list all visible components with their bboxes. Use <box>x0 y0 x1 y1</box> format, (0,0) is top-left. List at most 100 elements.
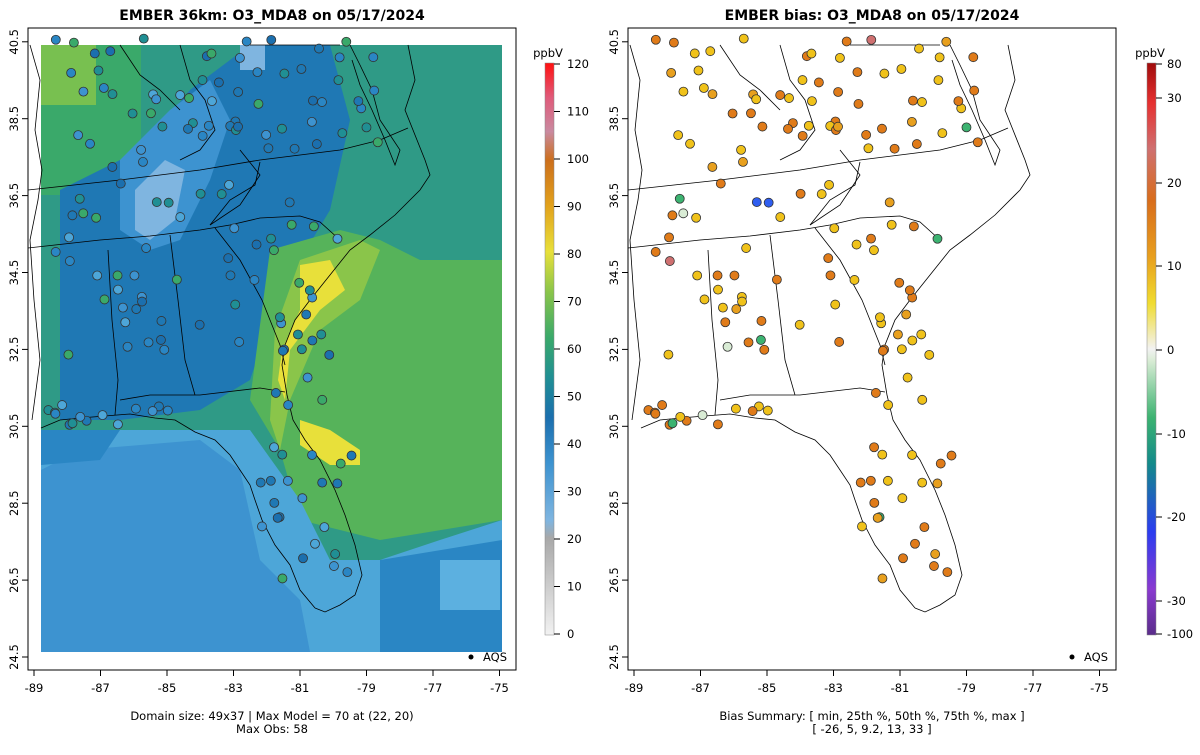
right-panel-title: EMBER bias: O3_MDA8 on 05/17/2024 <box>725 8 1020 24</box>
right-y-tick-label: 28.5 <box>607 490 621 516</box>
right-map-area <box>628 28 1116 670</box>
aqs-monitor-dot <box>131 304 142 314</box>
aqs-bias-dot <box>803 120 814 131</box>
aqs-monitor-dot <box>253 99 264 109</box>
aqs-monitor-dot <box>252 67 263 78</box>
aqs-bias-dot <box>907 450 917 460</box>
aqs-bias-dot <box>879 68 890 79</box>
aqs-monitor-dot <box>197 75 208 85</box>
right-x-tick-label: -83 <box>824 681 843 695</box>
aqs-bias-dot <box>869 497 880 508</box>
left-map-area <box>28 28 516 670</box>
aqs-monitor-dot <box>308 95 318 106</box>
aqs-bias-dot <box>872 512 883 523</box>
left-y-tick-label: 30.5 <box>7 413 21 439</box>
model-ozone-field <box>41 45 502 652</box>
aqs-bias-dot <box>697 410 708 421</box>
aqs-bias-dot <box>675 411 686 422</box>
aqs-bias-dot <box>757 121 768 132</box>
right-footer-line1: Bias Summary: [ min, 25th %, 50th %, 75t… <box>719 709 1024 723</box>
right-y-tick-label: 38.5 <box>607 106 621 132</box>
aqs-monitor-dot <box>78 86 89 97</box>
left-colorbar-tick-label: 60 <box>567 342 582 356</box>
aqs-monitor-dot <box>346 450 357 461</box>
aqs-bias-dot <box>663 349 674 360</box>
aqs-bias-dot <box>825 270 836 281</box>
aqs-bias-dot <box>707 162 718 172</box>
aqs-monitor-dot <box>319 522 330 533</box>
aqs-bias-dot <box>650 34 661 45</box>
aqs-bias-dot <box>930 549 941 559</box>
aqs-bias-dot <box>919 522 930 533</box>
aqs-bias-dot <box>685 138 695 149</box>
left-colorbar-tick-label: 90 <box>567 200 582 214</box>
aqs-bias-dot <box>816 189 827 199</box>
aqs-bias-dot <box>664 256 675 266</box>
aqs-monitor-dot <box>342 567 353 578</box>
aqs-monitor-dot <box>64 256 75 266</box>
aqs-monitor-dot <box>122 341 133 352</box>
right-colorbar-tick-label: 80 <box>1167 57 1182 71</box>
aqs-monitor-dot <box>306 116 317 127</box>
aqs-monitor-dot <box>266 233 276 244</box>
state-boundary-line <box>629 44 643 421</box>
aqs-bias-dot <box>877 123 887 134</box>
right-colorbar-units: ppbV <box>1135 46 1165 60</box>
state-boundary-line <box>707 249 719 416</box>
aqs-monitor-dot <box>50 408 61 419</box>
aqs-bias-dot <box>807 96 817 107</box>
aqs-bias-dot <box>910 538 920 549</box>
left-colorbar-ticks: 0 10 20 30 40 50 60 70 80 90 100 110 120 <box>554 57 589 641</box>
right-y-tick-label: 40.5 <box>607 29 621 55</box>
aqs-monitor-dot <box>143 337 154 348</box>
aqs-monitor-dot <box>296 64 307 74</box>
aqs-bias-dot <box>756 316 767 326</box>
aqs-monitor-dot <box>67 418 78 429</box>
right-x-tick-label: -89 <box>625 681 644 695</box>
aqs-monitor-dot <box>129 270 140 281</box>
aqs-bias-dot <box>875 312 885 323</box>
aqs-bias-dot <box>961 122 972 133</box>
aqs-monitor-dot <box>107 162 118 172</box>
aqs-monitor-dot <box>223 253 234 264</box>
aqs-monitor-dot <box>157 121 168 132</box>
aqs-bias-dot <box>917 394 928 405</box>
aqs-monitor-dot <box>275 312 285 323</box>
aqs-monitor-dot <box>307 335 318 346</box>
left-y-tick-label: 36.5 <box>7 183 21 209</box>
aqs-bias-dot <box>727 108 738 119</box>
aqs-monitor-dot <box>120 317 131 328</box>
right-colorbar-tick-label: 10 <box>1167 259 1182 273</box>
aqs-bias-dot <box>741 243 752 253</box>
aqs-bias-dot <box>893 329 903 340</box>
aqs-bias-dot <box>743 337 754 348</box>
state-boundary-line <box>29 44 43 421</box>
left-colorbar-tick-label: 0 <box>567 627 574 641</box>
aqs-bias-dot <box>857 521 867 532</box>
aqs-bias-dot <box>783 123 793 134</box>
aqs-monitor-dot <box>286 219 297 230</box>
aqs-bias-dot <box>929 561 939 571</box>
aqs-monitor-dot <box>162 405 173 416</box>
left-x-tick-label: -79 <box>357 681 376 695</box>
aqs-bias-dot <box>968 52 979 63</box>
aqs-bias-dot <box>738 157 748 167</box>
aqs-bias-dot <box>866 34 877 45</box>
aqs-monitor-dot <box>283 400 294 410</box>
right-y-tick-label: 32.5 <box>607 337 621 363</box>
left-y-tick-label: 32.5 <box>7 337 21 363</box>
aqs-monitor-dot <box>269 442 279 453</box>
aqs-bias-dot <box>824 179 834 190</box>
aqs-bias-dot <box>678 86 689 97</box>
aqs-monitor-dot <box>329 561 339 571</box>
aqs-monitor-dot <box>265 475 276 486</box>
right-aqs-legend-label: AQS <box>1084 650 1108 664</box>
aqs-bias-dot <box>715 178 726 189</box>
right-colorbar-tick-label: -10 <box>1167 427 1186 441</box>
left-y-tick-label: 38.5 <box>7 106 21 132</box>
aqs-bias-dot <box>678 208 689 219</box>
aqs-monitor-dot <box>203 120 214 131</box>
aqs-bias-dot <box>878 345 888 356</box>
aqs-monitor-dot <box>229 223 240 234</box>
